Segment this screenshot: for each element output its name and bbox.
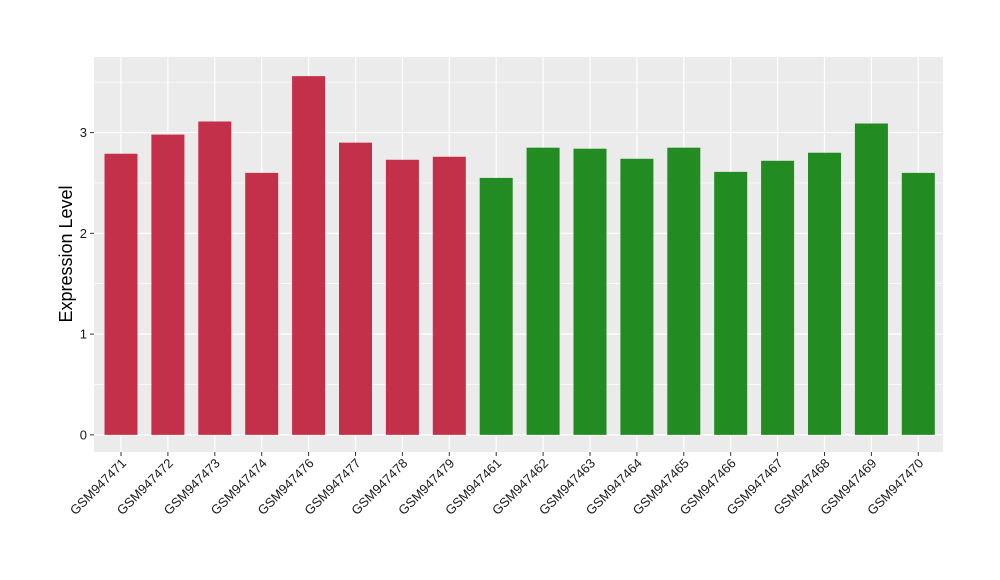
- bar-gsm947476: [292, 76, 326, 435]
- y-tick-label: 1: [80, 327, 87, 342]
- bar-gsm947467: [761, 160, 795, 435]
- bar-gsm947471: [104, 153, 138, 435]
- bar-gsm947477: [339, 142, 372, 435]
- plot-panel: [94, 57, 943, 452]
- y-tick-label: 2: [80, 226, 87, 241]
- bar-gsm947469: [854, 123, 888, 435]
- bar-gsm947465: [667, 147, 701, 435]
- bar-gsm947470: [901, 172, 935, 435]
- bar-gsm947461: [479, 177, 513, 435]
- bar-gsm947464: [620, 158, 654, 435]
- bar-gsm947473: [198, 121, 232, 435]
- y-axis: 0 1 2 3: [80, 125, 94, 442]
- y-tick-label: 3: [80, 125, 87, 140]
- bar-gsm947478: [385, 159, 419, 435]
- bar-gsm947463: [573, 148, 607, 435]
- bar-gsm947474: [245, 172, 279, 435]
- bar-gsm947468: [808, 152, 841, 435]
- y-axis-title: Expression Level: [56, 185, 76, 322]
- bars: [104, 76, 935, 435]
- minor-gridlines: [94, 81, 943, 385]
- x-axis: GSM947471GSM947472GSM947473GSM947474GSM9…: [67, 452, 926, 518]
- bar-gsm947479: [432, 156, 466, 435]
- y-tick-label: 0: [80, 427, 87, 442]
- bar-gsm947466: [714, 171, 748, 435]
- bar-gsm947472: [151, 134, 185, 435]
- bar-gsm947462: [526, 147, 560, 435]
